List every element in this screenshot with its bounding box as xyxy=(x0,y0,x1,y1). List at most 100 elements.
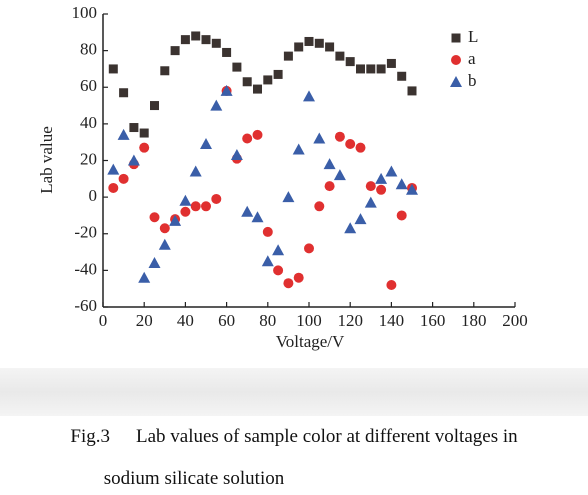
point xyxy=(149,212,160,223)
point xyxy=(364,196,377,208)
point xyxy=(386,58,396,68)
point xyxy=(344,222,357,234)
point xyxy=(366,64,376,74)
point xyxy=(138,271,151,283)
point xyxy=(139,128,149,138)
point xyxy=(251,211,264,223)
y-tick-label: 40 xyxy=(80,113,97,132)
y-tick-label: -40 xyxy=(74,259,97,278)
point xyxy=(272,244,285,256)
x-tick-label: 60 xyxy=(218,311,235,330)
point xyxy=(159,223,170,234)
point xyxy=(253,84,262,94)
legend-marker xyxy=(451,33,461,43)
point xyxy=(158,238,171,250)
point xyxy=(242,77,252,87)
point xyxy=(169,214,182,226)
y-tick-label: 60 xyxy=(80,76,97,95)
x-tick-label: 40 xyxy=(177,311,194,330)
point xyxy=(118,173,129,184)
point xyxy=(107,163,120,175)
point xyxy=(222,47,232,57)
point xyxy=(385,165,398,177)
point xyxy=(160,66,170,76)
caption-text: sodium silicate solution xyxy=(103,468,285,489)
point xyxy=(396,210,407,221)
point xyxy=(304,36,314,46)
point xyxy=(211,38,221,48)
point xyxy=(261,255,274,267)
point xyxy=(273,265,284,276)
x-tick-label: 200 xyxy=(502,311,528,330)
point xyxy=(180,206,191,217)
point xyxy=(108,64,118,74)
chart: Voltage/V Lab value -60 -40 -20 0 20 40 60 80 10… xyxy=(37,3,528,351)
point xyxy=(376,64,386,74)
point xyxy=(324,181,335,192)
caption-line: Fig.3 Lab values of sample color at diffe… xyxy=(0,426,588,448)
point xyxy=(179,194,192,206)
point xyxy=(211,193,222,204)
x-tick-label: 140 xyxy=(379,311,405,330)
x-axis-label: Voltage/V xyxy=(276,332,345,351)
x-tick-label: 20 xyxy=(136,311,153,330)
point xyxy=(201,35,211,45)
caption-line: sodium silicate solution xyxy=(0,468,488,490)
point xyxy=(386,280,397,291)
legend-marker xyxy=(450,76,462,87)
y-tick-label: 100 xyxy=(72,3,98,22)
legend-label: L xyxy=(468,27,478,46)
figure-label: Fig.3 xyxy=(70,426,110,447)
point xyxy=(333,169,346,181)
point xyxy=(325,42,335,52)
x-tick-label: 0 xyxy=(99,311,108,330)
y-tick-label: 0 xyxy=(89,186,98,205)
x-tick-label: 120 xyxy=(337,311,363,330)
x-tick-label: 100 xyxy=(296,311,322,330)
point xyxy=(108,182,119,193)
point xyxy=(397,71,407,81)
point xyxy=(376,184,387,195)
point xyxy=(241,205,254,217)
point xyxy=(263,75,273,85)
point xyxy=(313,132,326,144)
point xyxy=(180,35,190,45)
point xyxy=(292,143,305,155)
point xyxy=(314,38,324,48)
point xyxy=(200,138,212,150)
point xyxy=(283,278,294,289)
caption-text: Lab values of sample color at different … xyxy=(135,426,518,447)
point xyxy=(117,128,130,140)
point xyxy=(345,139,356,150)
point xyxy=(191,31,201,41)
point xyxy=(294,42,304,52)
point xyxy=(190,201,201,212)
point xyxy=(354,213,367,225)
legend-label: b xyxy=(468,71,477,90)
point xyxy=(334,131,345,142)
point xyxy=(119,88,129,98)
point xyxy=(303,90,315,102)
point xyxy=(129,123,139,133)
separator xyxy=(0,368,588,416)
y-tick-label: 20 xyxy=(80,149,97,168)
y-axis-label: Lab value xyxy=(37,126,56,194)
point xyxy=(355,142,366,153)
point xyxy=(407,86,417,96)
y-tick-label: 80 xyxy=(80,40,97,59)
point xyxy=(230,149,243,161)
point xyxy=(220,84,233,96)
y-tick-label: -20 xyxy=(74,223,97,242)
x-tick-label: 180 xyxy=(461,311,487,330)
x-tick-label: 80 xyxy=(259,311,276,330)
point xyxy=(273,69,283,79)
point xyxy=(406,183,418,195)
y-tick-label: -60 xyxy=(74,296,97,315)
point xyxy=(395,178,408,190)
point xyxy=(189,165,202,177)
point xyxy=(283,51,293,61)
point xyxy=(201,201,211,212)
legend-marker xyxy=(451,55,461,65)
x-tick-label: 160 xyxy=(420,311,446,330)
point xyxy=(232,62,242,72)
